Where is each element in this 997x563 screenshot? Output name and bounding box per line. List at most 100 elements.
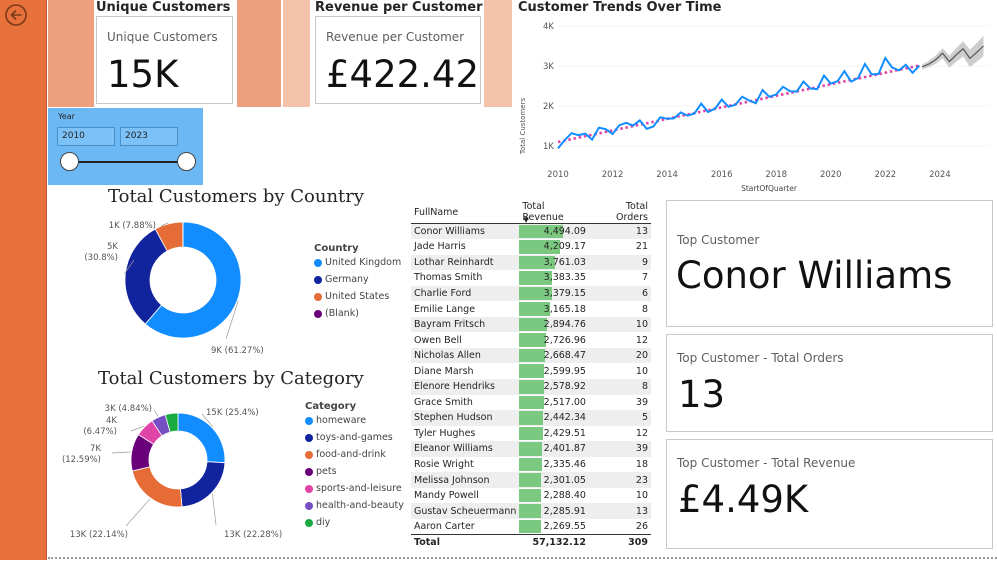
cell-total-revenue: 3,383.35 [519, 270, 589, 286]
revenue-bar [519, 225, 563, 239]
cell-total-revenue: 4,494.09 [519, 223, 589, 240]
back-arrow-icon[interactable] [4, 3, 28, 27]
category-chart-title: Total Customers by Category [98, 368, 364, 389]
revenue-per-customer-card[interactable]: Revenue per Customer £422.42 [315, 16, 481, 104]
revenue-bar [519, 395, 544, 410]
trend-chart-title: Customer Trends Over Time [518, 0, 722, 15]
donut-slice[interactable] [144, 221, 242, 339]
donut-slice[interactable] [180, 461, 226, 508]
revenue-value: 2,335.46 [543, 458, 586, 470]
legend-title: Category [305, 401, 357, 412]
slider-handle-end[interactable] [177, 152, 196, 171]
trend-chart[interactable]: Total Customers StartOfQuarter 1K 2K 3K 4K 2… [515, 14, 995, 196]
total-revenue: 57,132.12 [519, 533, 589, 550]
table-row[interactable]: Aaron Carter 2,269.55 26 [411, 519, 651, 535]
legend-item[interactable]: United Kingdom [314, 257, 401, 268]
revenue-bar [519, 302, 550, 316]
table-row[interactable]: Tyler Hughes 2,429.51 12 [411, 426, 651, 442]
revenue-bar [519, 457, 542, 472]
revenue-bar [519, 426, 543, 441]
forecast-band [922, 35, 984, 70]
legend-label: United Kingdom [325, 257, 402, 268]
year-slicer[interactable]: Year 2010 2023 [48, 108, 203, 185]
table-row[interactable]: Melissa Johnson 2,301.05 23 [411, 472, 651, 488]
legend-marker-icon [314, 275, 322, 284]
data-label: (30.8%) [84, 253, 118, 263]
cell-total-orders: 13 [588, 223, 651, 240]
donut-slice[interactable] [177, 412, 226, 464]
legend-item[interactable]: homeware [305, 415, 404, 426]
revenue-bar [519, 504, 542, 518]
cell-total-revenue: 2,335.46 [519, 457, 589, 473]
legend-item[interactable]: (Blank) [314, 308, 401, 319]
table-row[interactable]: Emilie Lange 3,165.18 8 [411, 301, 651, 317]
top-customer-revenue-card[interactable]: Top Customer - Total Revenue £4.49K [666, 439, 993, 549]
legend-item[interactable]: pets [305, 466, 404, 477]
forecast-line [921, 45, 984, 68]
legend-label: pets [316, 466, 337, 477]
decor-band [283, 0, 310, 107]
legend-item[interactable]: sports-and-leisure [305, 483, 404, 494]
country-donut-chart[interactable]: 9K (61.27%) 5K(30.8%) 1K (7.88%) [48, 206, 348, 366]
slider-track[interactable] [70, 161, 186, 163]
donut-slice[interactable] [131, 466, 183, 508]
column-header-total-orders[interactable]: Total Orders [588, 201, 651, 224]
table-row[interactable]: Jade Harris 4,209.17 21 [411, 239, 651, 255]
table-row[interactable]: Rosie Wright 2,335.46 18 [411, 457, 651, 473]
legend-marker-icon [314, 292, 322, 301]
table-row[interactable]: Thomas Smith 3,383.35 7 [411, 270, 651, 286]
table-row[interactable]: Diane Marsh 2,599.95 10 [411, 363, 651, 379]
revenue-bar [519, 379, 545, 394]
revenue-value: 3,383.35 [543, 272, 586, 284]
cell-fullname: Eleanor Williams [411, 441, 520, 457]
table-row[interactable]: Gustav Scheuermann 2,285.91 13 [411, 503, 651, 519]
legend-item[interactable]: toys-and-games [305, 432, 404, 443]
table-row[interactable]: Eleanor Williams 2,401.87 39 [411, 441, 651, 457]
customer-table[interactable]: FullName Total Revenue ▼ Total Orders Con… [411, 201, 651, 550]
revenue-value: 2,285.91 [543, 505, 586, 517]
column-header-total-revenue[interactable]: Total Revenue ▼ [519, 201, 589, 224]
legend-marker-icon [314, 309, 322, 318]
category-donut-chart[interactable]: 15K (25.4%) 13K (22.28%) 13K (22.14%) 7K(12… [48, 398, 310, 550]
legend-marker-icon [305, 518, 313, 527]
table-row[interactable]: Elenore Hendriks 2,578.92 8 [411, 378, 651, 395]
legend-item[interactable]: diy [305, 517, 404, 528]
cell-total-revenue: 2,726.96 [519, 332, 589, 348]
legend-item[interactable]: United States [314, 291, 401, 302]
cell-fullname: Tyler Hughes [414, 427, 476, 439]
legend-item[interactable]: food-and-drink [305, 449, 404, 460]
cell-total-revenue: 3,165.18 [519, 301, 589, 317]
top-customer-orders-card[interactable]: Top Customer - Total Orders 13 [666, 334, 993, 432]
table-row[interactable]: Lothar Reinhardt 3,761.03 9 [411, 254, 651, 271]
y-tick-label: 4K [543, 22, 554, 32]
year-from-input[interactable]: 2010 [57, 127, 115, 146]
table-row[interactable]: Grace Smith 2,517.00 39 [411, 395, 651, 411]
table-row[interactable]: Charlie Ford 3,379.15 6 [411, 285, 651, 302]
leader-line [212, 493, 217, 526]
revenue-value: 2,301.05 [543, 474, 586, 486]
cell-total-revenue: 2,301.05 [519, 472, 589, 488]
revenue-value: 4,494.09 [543, 226, 586, 238]
table-row[interactable]: Conor Williams 4,494.09 13 [411, 223, 651, 240]
table-row[interactable]: Stephen Hudson 2,442.34 5 [411, 410, 651, 426]
year-to-input[interactable]: 2023 [120, 127, 178, 146]
legend-label: food-and-drink [316, 449, 386, 460]
cell-total-orders: 20 [588, 347, 651, 364]
table-row[interactable]: Mandy Powell 2,288.40 10 [411, 488, 651, 504]
column-header-fullname[interactable]: FullName [411, 201, 520, 224]
slider-handle-start[interactable] [60, 152, 79, 171]
cell-total-revenue: 2,517.00 [519, 395, 589, 411]
table-row[interactable]: Bayram Fritsch 2,894.76 10 [411, 316, 651, 333]
revenue-value: 2,429.51 [543, 427, 586, 439]
legend-item[interactable]: health-and-beauty [305, 500, 404, 511]
slicer-title: Year [58, 112, 75, 121]
unique-customers-card[interactable]: Unique Customers 15K [96, 16, 233, 104]
table-row[interactable]: Nicholas Allen 2,668.47 20 [411, 347, 651, 364]
revenue-value: 2,726.96 [543, 334, 586, 346]
leader-line [201, 413, 214, 428]
cell-total-revenue: 3,761.03 [519, 254, 589, 271]
legend-item[interactable]: Germany [314, 274, 401, 285]
table-row[interactable]: Owen Bell 2,726.96 12 [411, 332, 651, 348]
donut-slice[interactable] [164, 412, 179, 433]
top-customer-card[interactable]: Top Customer Conor Williams [666, 200, 993, 327]
